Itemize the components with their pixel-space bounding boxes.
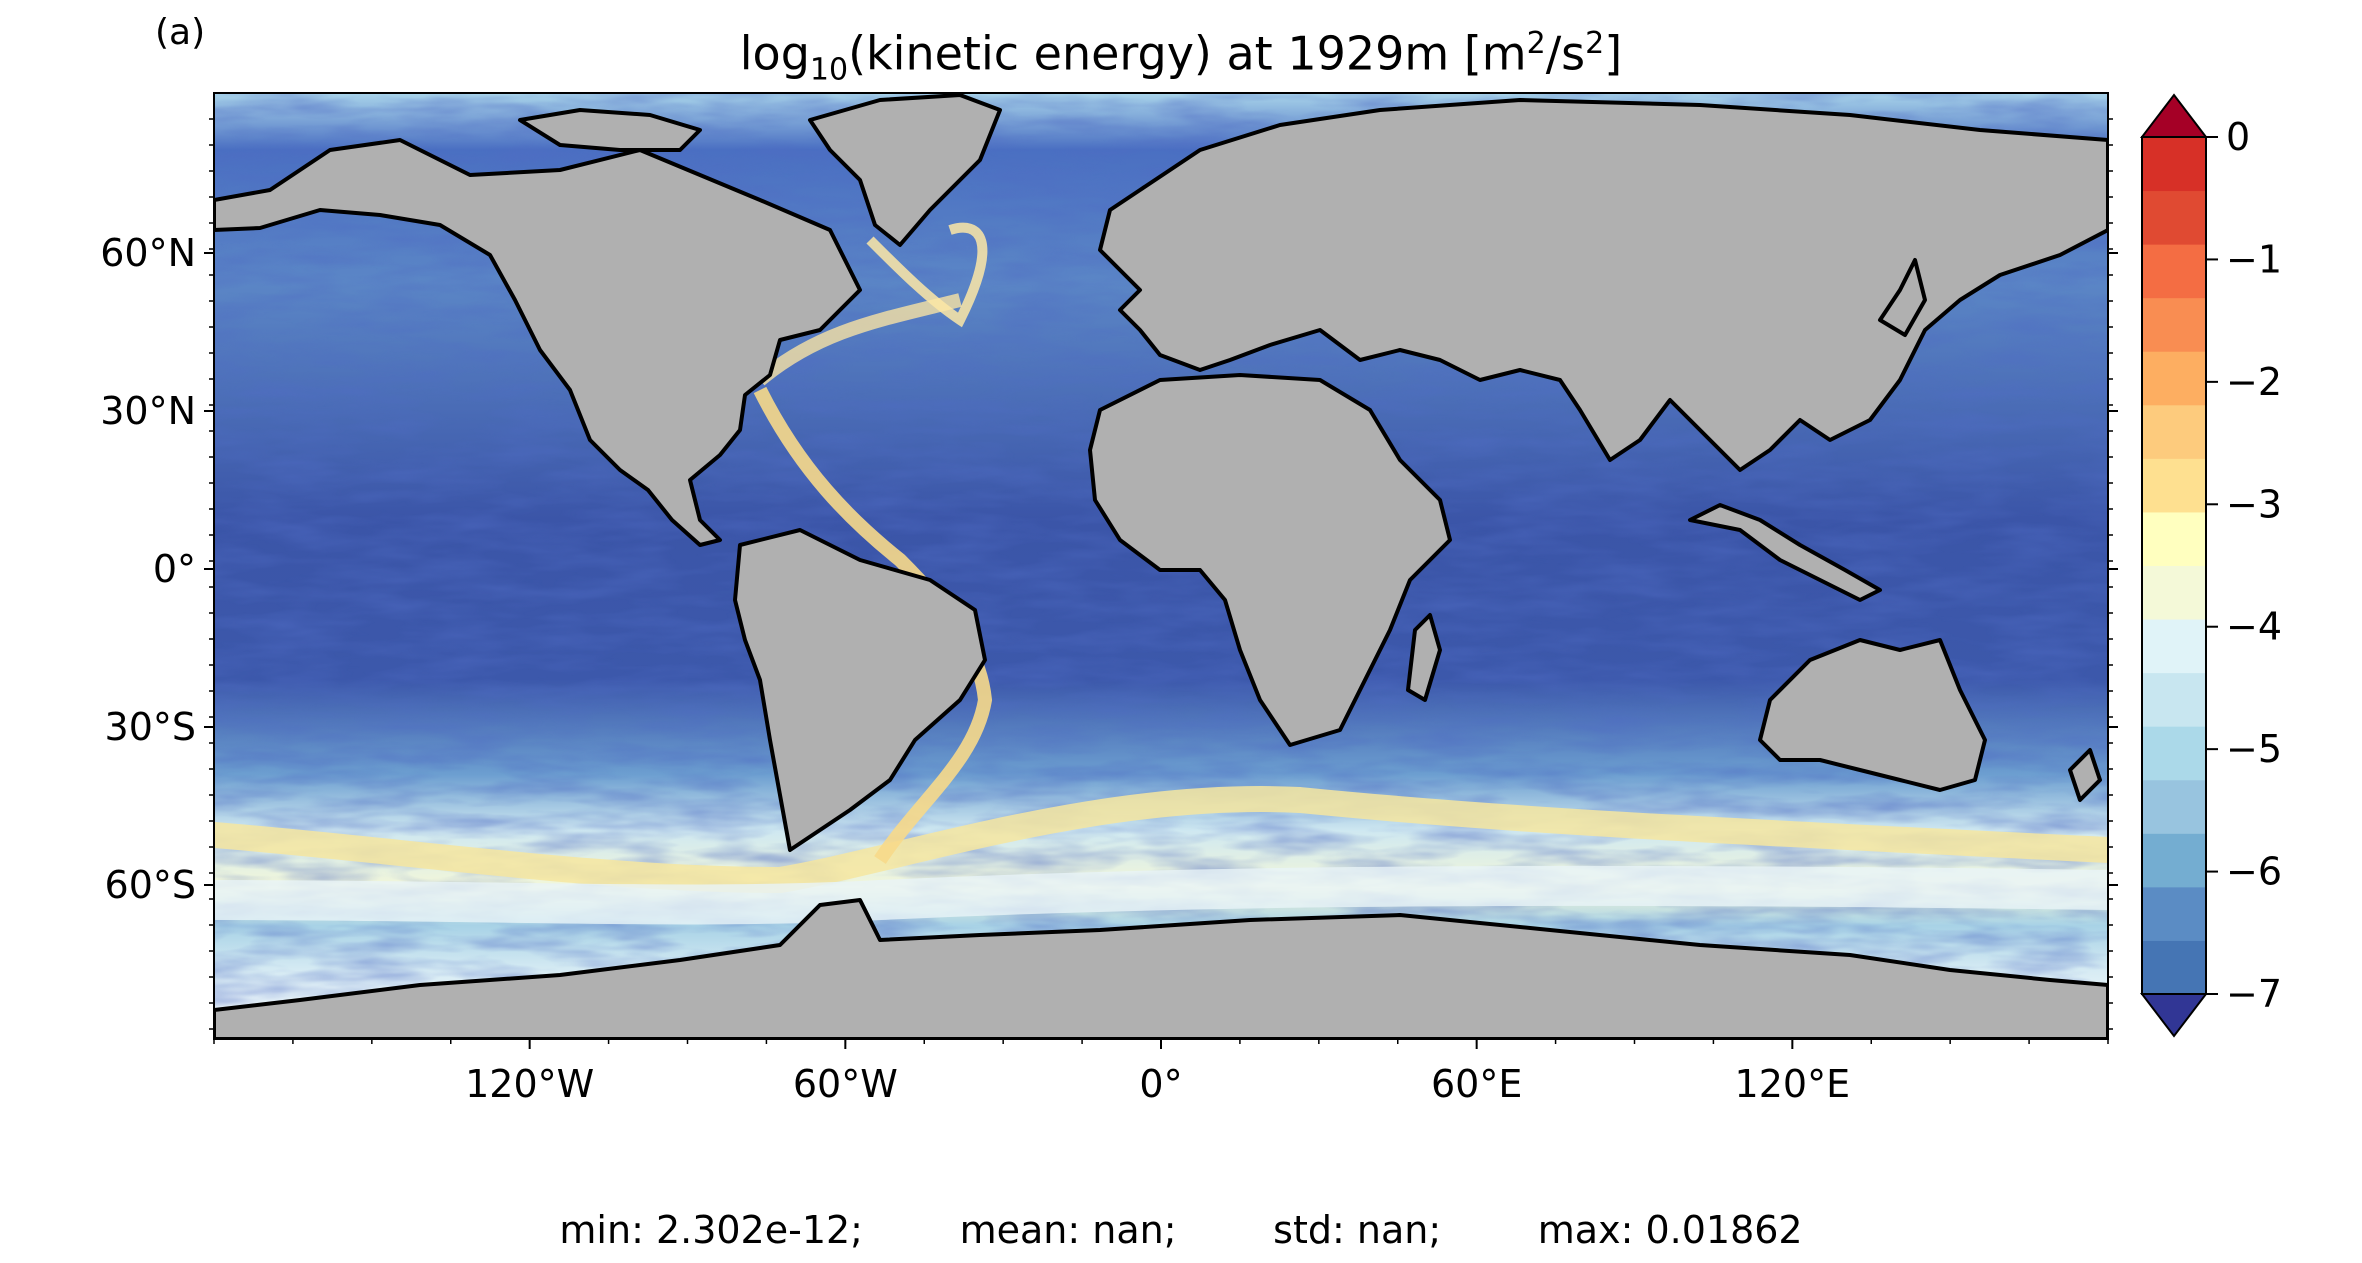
- australia: [1758, 638, 1987, 792]
- colorbar-cell: [2142, 137, 2206, 192]
- stat-min: min: 2.302e-12;: [559, 1208, 863, 1252]
- colorbar-cell: [2142, 190, 2206, 245]
- colorbar-extend-low: [2139, 993, 2209, 1038]
- indonesia: [1688, 503, 1882, 602]
- colorbar-extend-high: [2139, 93, 2209, 138]
- map-panel: [214, 93, 2108, 1039]
- lon-tick-label: 60°W: [793, 1062, 898, 1106]
- lat-tick-label: 60°N: [100, 231, 196, 275]
- colorbar-cell: [2142, 886, 2206, 941]
- south-america: [733, 528, 987, 852]
- new-zealand: [2068, 748, 2102, 802]
- acc-band-south: [214, 865, 2108, 925]
- lon-tick-label: 120°W: [465, 1062, 594, 1106]
- longitude-axis: 120°W 60°W 0° 60°E 120°E: [213, 1039, 2109, 1106]
- colorbar-cell: [2142, 940, 2206, 995]
- north-america: [214, 138, 862, 547]
- colorbar-cell: [2142, 404, 2206, 459]
- colorbar-frame: [2141, 136, 2207, 995]
- colorbar-cell: [2142, 565, 2206, 620]
- colorbar: 0 −1 −2 −3 −4 −5 −6 −7: [2139, 93, 2282, 1038]
- stat-max: max: 0.01862: [1537, 1208, 1803, 1252]
- colorbar-cell: [2142, 351, 2206, 406]
- map-title: log10(kinetic energy) at 1929m [m2/s2]: [739, 26, 1623, 88]
- colorbar-tick-label: −2: [2226, 360, 2282, 404]
- colorbar-tick-label: −5: [2226, 727, 2282, 771]
- colorbar-cell: [2142, 726, 2206, 781]
- japan: [1878, 258, 1927, 337]
- land: [214, 93, 2108, 1039]
- lat-tick-label: 60°S: [105, 863, 196, 907]
- europe-asia: [1098, 98, 2108, 472]
- latitude-axis: 60°N 30°N 0° 30°S 60°S: [100, 118, 2118, 1030]
- colorbar-cell: [2142, 244, 2206, 299]
- lat-tick-label: 30°N: [100, 389, 196, 433]
- madagascar: [1406, 613, 1442, 702]
- colorbar-cell: [2142, 297, 2206, 352]
- stats-line: min: 2.302e-12; mean: nan; std: nan; max…: [0, 1208, 2362, 1252]
- antarctica: [214, 898, 2108, 1039]
- lon-tick-label: 60°E: [1431, 1062, 1522, 1106]
- colorbar-tick-label: 0: [2226, 115, 2250, 159]
- colorbar-cell: [2142, 619, 2206, 674]
- colorbar-tick-label: −6: [2226, 850, 2282, 894]
- colorbar-tick-label: −3: [2226, 482, 2282, 526]
- colorbar-cell: [2142, 511, 2206, 566]
- lat-tick-label: 30°S: [105, 705, 196, 749]
- africa: [1088, 373, 1452, 747]
- stat-mean: mean: nan;: [959, 1208, 1177, 1252]
- lon-tick-label: 120°E: [1735, 1062, 1851, 1106]
- labrador-band: [866, 222, 988, 328]
- north-atlantic-band: [755, 293, 962, 386]
- colorbar-cell: [2142, 779, 2206, 834]
- colorbar-cell: [2142, 672, 2206, 727]
- greenland: [808, 93, 1002, 247]
- colorbar-tick-label: −1: [2226, 237, 2282, 281]
- acc-band: [214, 786, 2108, 894]
- stat-std: std: nan;: [1273, 1208, 1442, 1252]
- lat-tick-label: 0°: [153, 547, 196, 591]
- canadian-islands: [518, 108, 702, 152]
- colorbar-tick-label: −7: [2226, 972, 2282, 1016]
- lon-tick-label: 0°: [1139, 1062, 1182, 1106]
- colorbar-cell: [2142, 458, 2206, 513]
- panel-label: (a): [155, 12, 206, 53]
- colorbar-tick-label: −4: [2226, 605, 2282, 649]
- colorbar-cell: [2142, 833, 2206, 888]
